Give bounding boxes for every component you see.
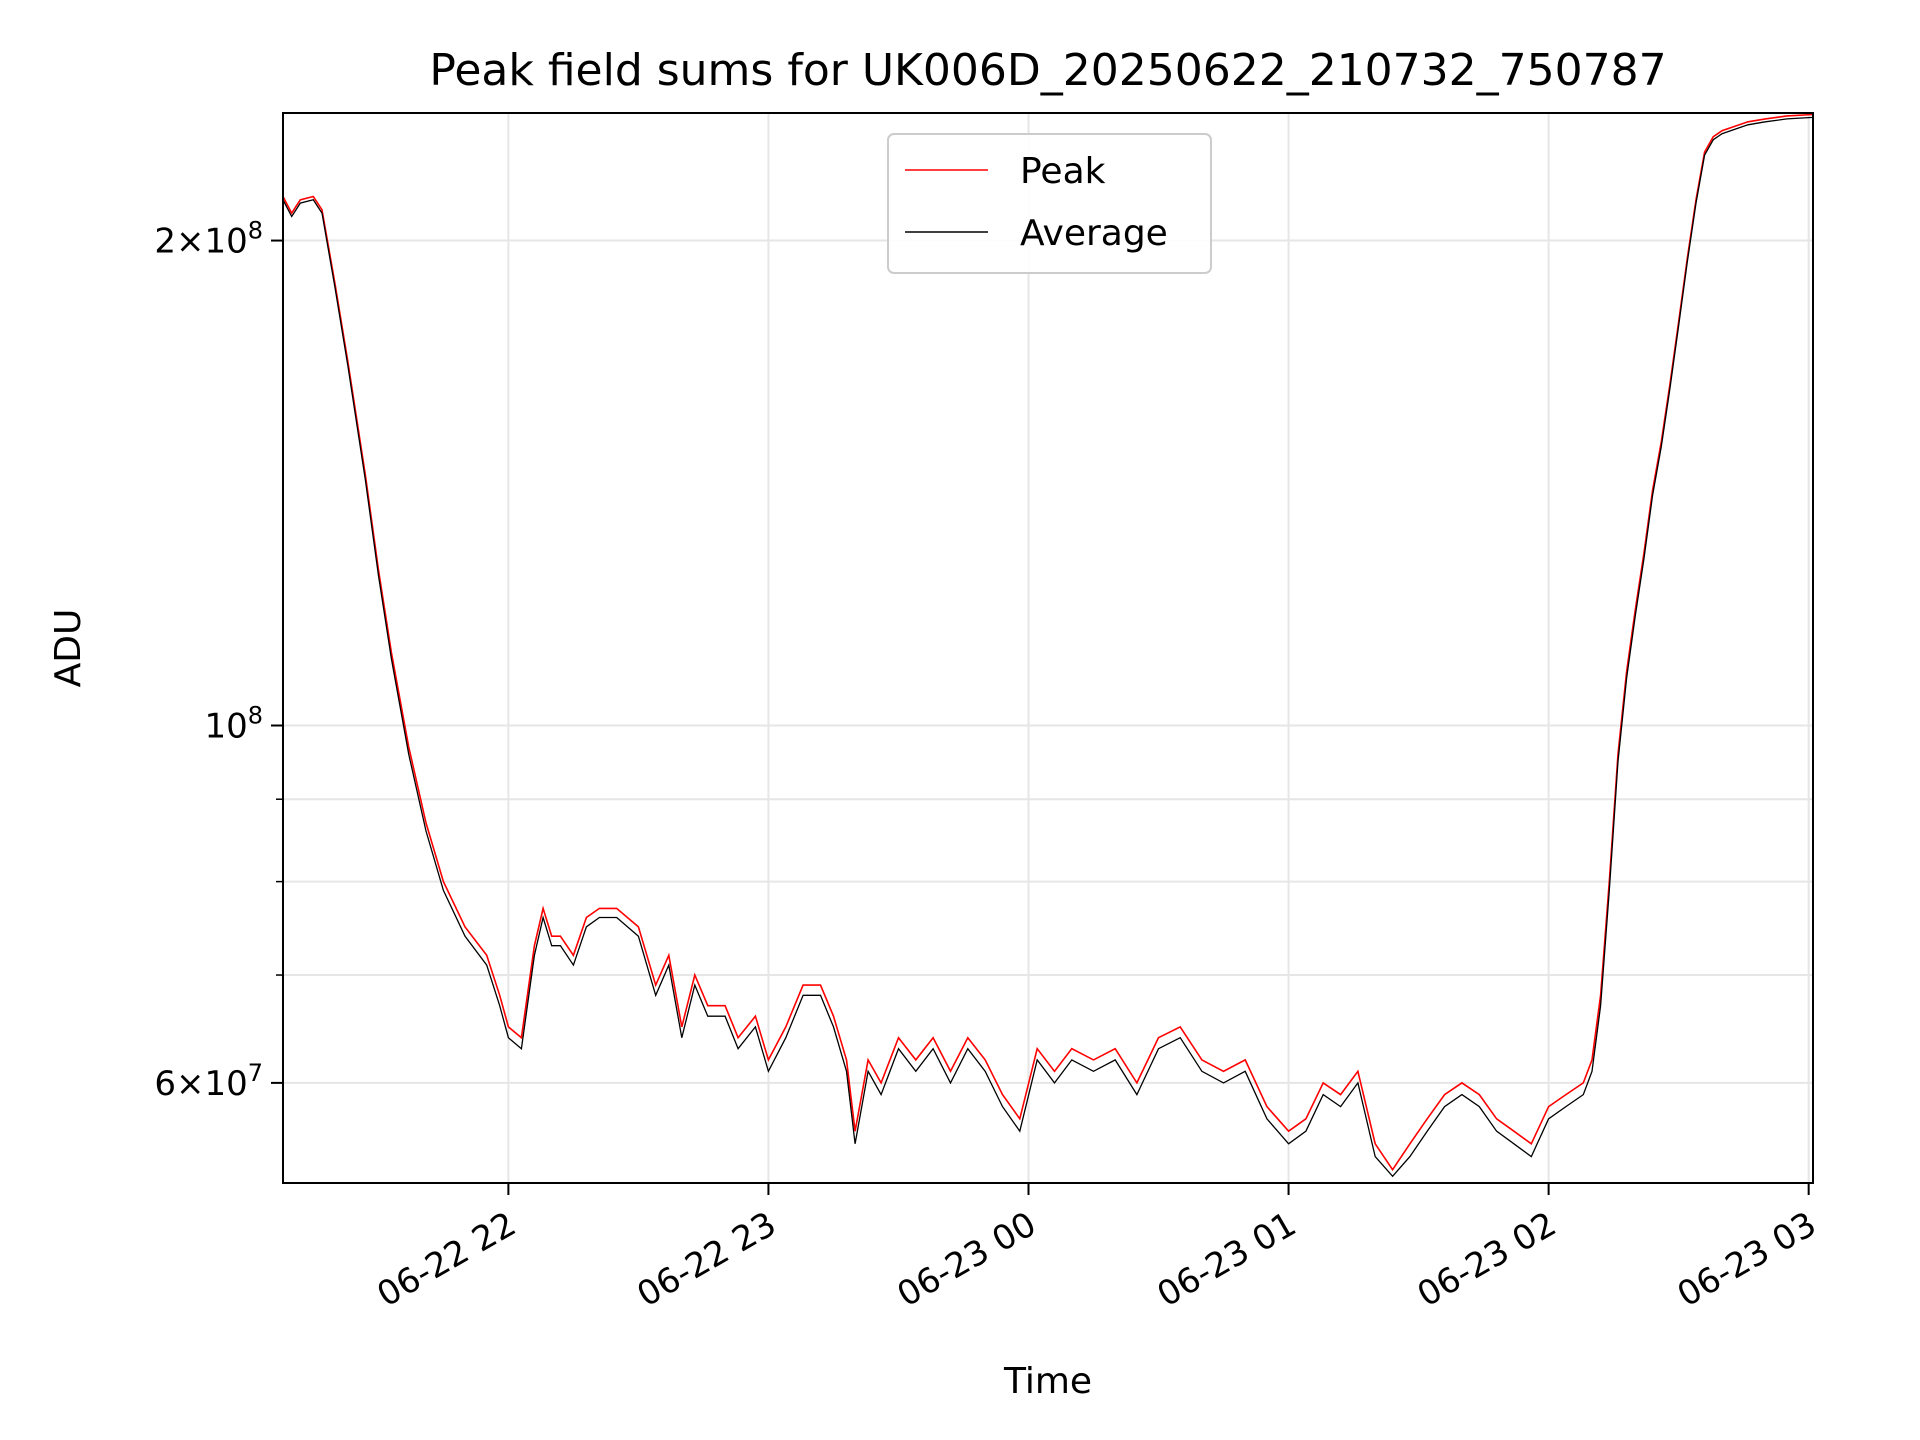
x-axis-label: Time: [1003, 1361, 1092, 1402]
y-axis-label: ADU: [48, 609, 89, 688]
series-line-average: [283, 116, 1813, 1178]
y-tick-ten: 10: [204, 706, 247, 746]
series-line-peak: [283, 113, 1813, 1172]
y-tick-multiplier: ×: [176, 1064, 205, 1104]
y-tick-ten: 10: [204, 1064, 247, 1104]
y-tick-label: 108: [204, 701, 263, 746]
y-tick-multiplier: ×: [176, 222, 205, 262]
y-tick-ten: 10: [204, 222, 247, 262]
y-tick-exponent: 8: [248, 217, 263, 245]
series-layer: [283, 113, 1813, 1178]
y-tick-exponent: 8: [248, 701, 263, 729]
legend-label-peak: Peak: [1020, 151, 1106, 192]
legend-box: [887, 133, 1212, 274]
y-tick-label: 6×107: [154, 1059, 263, 1104]
y-tick-label: 2×108: [154, 217, 263, 262]
y-tick-base: 6: [154, 1064, 176, 1104]
legend: Peak Average: [887, 133, 1212, 274]
grid: [283, 113, 1813, 1183]
chart-title: Peak field sums for UK006D_20250622_2107…: [429, 45, 1666, 96]
legend-label-average: Average: [1020, 213, 1168, 254]
y-tick-exponent: 7: [248, 1059, 263, 1087]
plot-frame: [282, 112, 1814, 1184]
y-tick-base: 2: [154, 222, 176, 262]
